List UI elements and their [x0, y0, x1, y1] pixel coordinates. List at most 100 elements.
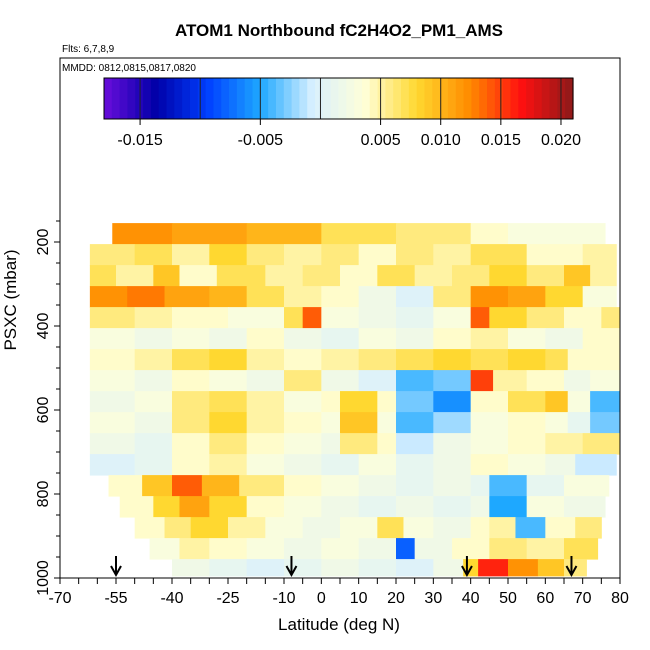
heatmap-cell: [89, 391, 136, 413]
colorbar-swatch: [401, 78, 410, 119]
heatmap-cell: [134, 517, 166, 539]
heatmap-cell: [489, 538, 528, 560]
colorbar-swatch: [354, 78, 363, 119]
heatmap-cell: [164, 286, 210, 308]
chart-title: ATOM1 Northbound fC2H4O2_PM1_AMS: [175, 21, 503, 40]
heatmap-cell: [396, 559, 434, 577]
heatmap-cell: [433, 454, 472, 476]
heatmap-cell: [134, 349, 173, 371]
y-tick-label: 200: [35, 229, 52, 256]
heatmap-cell: [246, 433, 285, 455]
heatmap-cell: [246, 559, 285, 577]
heatmap-cell: [396, 370, 434, 392]
colorbar-swatch: [229, 78, 238, 119]
heatmap-cell: [508, 391, 546, 413]
colorbar-swatch: [541, 78, 551, 119]
x-tick-label: 20: [387, 590, 405, 607]
heatmap-cell: [153, 265, 180, 287]
heatmap-cell: [284, 307, 304, 329]
heatmap-cell: [134, 307, 173, 329]
colorbar-swatch: [213, 78, 222, 119]
colorbar-swatch: [119, 78, 129, 119]
heatmap-cell: [321, 475, 360, 497]
heatmap-cell: [508, 412, 546, 434]
latitude-arrow: [461, 556, 473, 578]
heatmap-cell: [433, 286, 472, 308]
heatmap-cell: [396, 349, 434, 371]
heatmap-cell: [470, 328, 509, 350]
heatmap-cell: [545, 412, 569, 434]
heatmap-cell: [172, 370, 210, 392]
colorbar-swatch: [361, 78, 371, 119]
colorbar-swatch: [127, 78, 136, 119]
heatmap-cell: [302, 517, 341, 539]
x-tick-label: -55: [104, 590, 127, 607]
heatmap-cell: [590, 370, 621, 392]
colorbar-swatch: [174, 78, 183, 119]
heatmap-cell: [172, 454, 210, 476]
heatmap-cell: [116, 265, 154, 287]
colorbar-swatch: [549, 78, 558, 119]
heatmap-cell: [396, 496, 434, 518]
latitude-arrow: [110, 556, 122, 578]
heatmap-cell: [564, 538, 599, 560]
colorbar-swatch: [135, 78, 144, 119]
heatmap-cell: [433, 559, 464, 577]
heatmap-cell: [545, 517, 576, 539]
heatmap-cell: [321, 391, 341, 413]
heatmap-cell: [414, 265, 453, 287]
latitude-arrows: [110, 556, 578, 578]
heatmap-cell: [246, 454, 285, 476]
heatmap-cell: [377, 412, 397, 434]
colorbar-swatch: [182, 78, 191, 119]
heatmap-cell: [396, 433, 434, 455]
heatmap-cell: [414, 538, 453, 560]
heatmap-cell: [179, 496, 210, 518]
heatmap-cell: [526, 307, 565, 329]
heatmap-cell: [127, 286, 166, 308]
heatmap-cell: [508, 286, 546, 308]
colorbar-swatch: [432, 78, 441, 119]
heatmap-cell: [246, 244, 285, 266]
heatmap-cell: [358, 370, 397, 392]
colorbar-swatch: [557, 78, 566, 119]
heatmap-cell: [508, 223, 606, 245]
heatmap-cell: [396, 328, 434, 350]
heatmap-cell: [209, 244, 248, 266]
colorbar-tick-label: 0.020: [541, 132, 581, 149]
heatmap-cell: [321, 349, 360, 371]
heatmap-cell: [172, 328, 210, 350]
heatmap-cell: [470, 244, 528, 266]
colorbar-swatch: [494, 78, 504, 119]
heatmap-cell: [172, 412, 210, 434]
colorbar-tick-label: 0.005: [361, 132, 401, 149]
heatmap-cell: [564, 475, 610, 497]
heatmap-cell: [433, 370, 472, 392]
heatmap-cell: [396, 223, 472, 245]
heatmap-cell: [508, 559, 539, 577]
colorbar-swatch: [408, 78, 418, 119]
heatmap-cell: [284, 538, 322, 560]
heatmap-cell: [470, 286, 509, 308]
y-tick-label: 400: [35, 313, 52, 340]
heatmap-cell: [567, 391, 591, 413]
colorbar-swatch: [338, 78, 347, 119]
heatmap-cell: [216, 265, 266, 287]
heatmap-cell: [526, 496, 565, 518]
colorbar-swatch: [369, 78, 379, 119]
heatmap-cell: [470, 307, 490, 329]
heatmap-cell: [265, 517, 304, 539]
heatmap-cell: [567, 349, 621, 371]
heatmap-cell: [508, 433, 546, 455]
heatmap-cell: [545, 454, 576, 476]
heatmap-cell: [284, 496, 322, 518]
heatmap-cell: [433, 244, 472, 266]
colorbar-swatch: [455, 78, 465, 119]
heatmap-cell: [403, 517, 434, 539]
x-tick-label: -40: [160, 590, 183, 607]
colorbar-tick-label: 0.010: [421, 132, 461, 149]
heatmap-cell: [209, 496, 248, 518]
heatmap-cell: [134, 433, 173, 455]
heatmap-cell: [358, 559, 397, 577]
colorbar-swatch: [150, 78, 160, 119]
